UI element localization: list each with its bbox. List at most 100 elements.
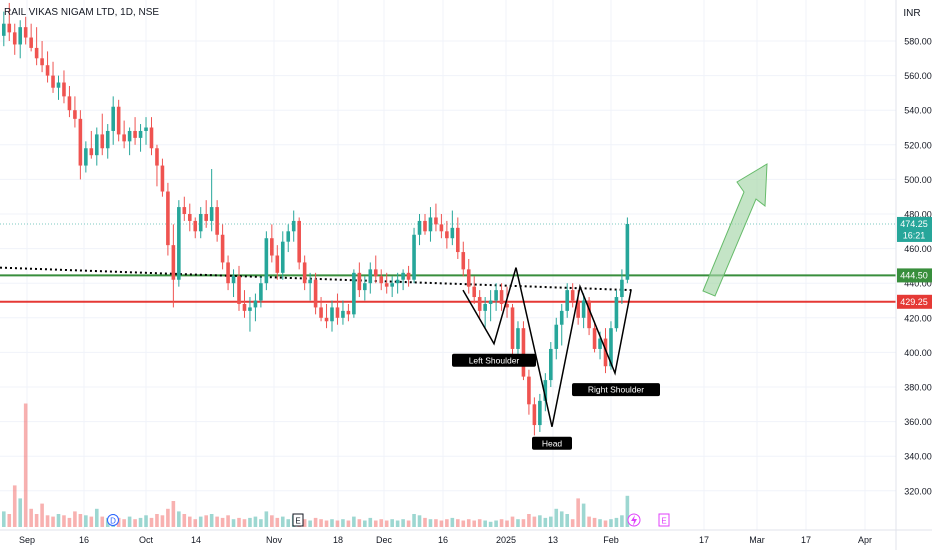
volume-bar xyxy=(456,519,460,527)
marker-letter: E xyxy=(661,517,666,526)
candle-body xyxy=(499,290,504,304)
candle-body xyxy=(543,380,548,401)
candle-body xyxy=(439,224,444,232)
candle-body xyxy=(384,283,389,287)
time-tick-label: Feb xyxy=(603,535,619,545)
candle-body xyxy=(1,23,6,36)
candle-body xyxy=(477,297,482,311)
candle-body xyxy=(505,303,509,308)
volume-bar xyxy=(461,520,466,527)
volume-bar xyxy=(237,517,241,527)
lightning-marker[interactable] xyxy=(627,513,641,527)
volume-bar xyxy=(259,519,263,527)
pattern-label-head[interactable]: Head xyxy=(532,436,572,450)
volume-bar xyxy=(483,520,487,527)
volume-bar xyxy=(51,516,55,527)
volume-bar xyxy=(494,520,498,527)
volume-bar xyxy=(538,515,542,527)
marker-circle xyxy=(107,514,119,526)
event-marker[interactable]: E xyxy=(658,513,670,527)
volume-bar xyxy=(319,519,323,527)
volume-bar xyxy=(417,515,422,527)
candle-body xyxy=(423,220,427,232)
pattern-drawing[interactable]: Left Shoulder Head Right Shoulder xyxy=(452,267,660,450)
volume-bar xyxy=(505,520,509,527)
volume-bar xyxy=(138,517,143,527)
volume-bar xyxy=(341,519,345,527)
event-marker[interactable]: E xyxy=(292,513,304,527)
volume-bar xyxy=(598,519,602,527)
volume-bar xyxy=(570,519,575,527)
candle-body xyxy=(357,272,362,291)
volume-bar xyxy=(373,520,378,527)
candle-body xyxy=(302,262,307,284)
volume-bar xyxy=(412,514,416,527)
candle-body xyxy=(166,191,170,246)
time-tick-label: 17 xyxy=(801,535,811,545)
candle-body xyxy=(105,130,110,149)
volume-bar xyxy=(384,520,389,527)
red-level-tag-bg xyxy=(897,294,932,309)
volume-bar xyxy=(133,519,137,527)
time-tick-label: 13 xyxy=(548,535,558,545)
candle-body xyxy=(12,32,17,45)
candle-body xyxy=(554,324,559,349)
volume-bar xyxy=(565,514,570,527)
candle-body xyxy=(242,303,247,311)
candle-body xyxy=(259,283,263,301)
candle-body xyxy=(182,207,187,214)
volume-bar xyxy=(149,517,154,527)
label-background xyxy=(572,383,660,397)
candle-body xyxy=(253,300,258,308)
candle-body xyxy=(379,276,384,284)
volume-bar xyxy=(335,520,340,527)
volume-bar xyxy=(116,517,121,527)
volume-bar xyxy=(18,498,23,527)
volume-bar xyxy=(94,508,99,527)
volume-bar xyxy=(352,516,356,527)
candle-body xyxy=(100,134,105,149)
volume-bar xyxy=(592,517,597,527)
horizontal-levels[interactable] xyxy=(0,223,896,303)
price-tick-label: 480.00 xyxy=(904,210,932,220)
time-tick-label: 2025 xyxy=(496,535,516,545)
candle-body xyxy=(406,272,411,280)
candle-body xyxy=(67,96,72,111)
candle-body xyxy=(614,297,619,329)
time-tick-label: 16 xyxy=(79,535,89,545)
volume-bar xyxy=(554,508,559,527)
candle-body xyxy=(620,279,624,298)
grid xyxy=(0,0,896,530)
pattern-zigzag[interactable] xyxy=(462,267,632,427)
volume-bar xyxy=(248,517,252,527)
candle-body xyxy=(270,238,274,256)
time-tick-label: Dec xyxy=(376,535,393,545)
volume-bar xyxy=(313,517,318,527)
currency-label: INR xyxy=(903,8,920,19)
event-marker[interactable]: D xyxy=(107,514,119,526)
volume-bar xyxy=(166,508,170,527)
volume-bar xyxy=(302,519,307,527)
pattern-label-right-shoulder[interactable]: Right Shoulder xyxy=(572,383,660,397)
pattern-label-left-shoulder[interactable]: Left Shoulder xyxy=(452,353,536,367)
target-arrow[interactable] xyxy=(702,163,768,297)
volume-bar xyxy=(34,514,39,527)
candle-body xyxy=(450,227,455,239)
volume-bar xyxy=(144,515,148,527)
time-axis[interactable]: Sep 16 Oct 14 Nov 18 Dec 16 2025 13 Feb 17 Mar 17 Apr xyxy=(0,529,932,545)
volume-bar xyxy=(516,519,520,527)
last-price-tag-bg xyxy=(897,216,932,242)
candle-body xyxy=(576,300,580,318)
volume-bar xyxy=(220,517,225,527)
volume-bar xyxy=(45,515,50,527)
countdown-text: 16:21 xyxy=(903,230,926,240)
marker-box xyxy=(658,513,670,527)
candle-body xyxy=(428,217,433,232)
candle-body xyxy=(209,207,214,221)
volume-bar xyxy=(423,517,427,527)
target-arrow-shape[interactable] xyxy=(702,163,768,297)
price-axis[interactable]: INR 580.00 560.00 540.00 520.00 500.00 480.00… xyxy=(895,0,932,550)
label-background xyxy=(532,436,572,450)
